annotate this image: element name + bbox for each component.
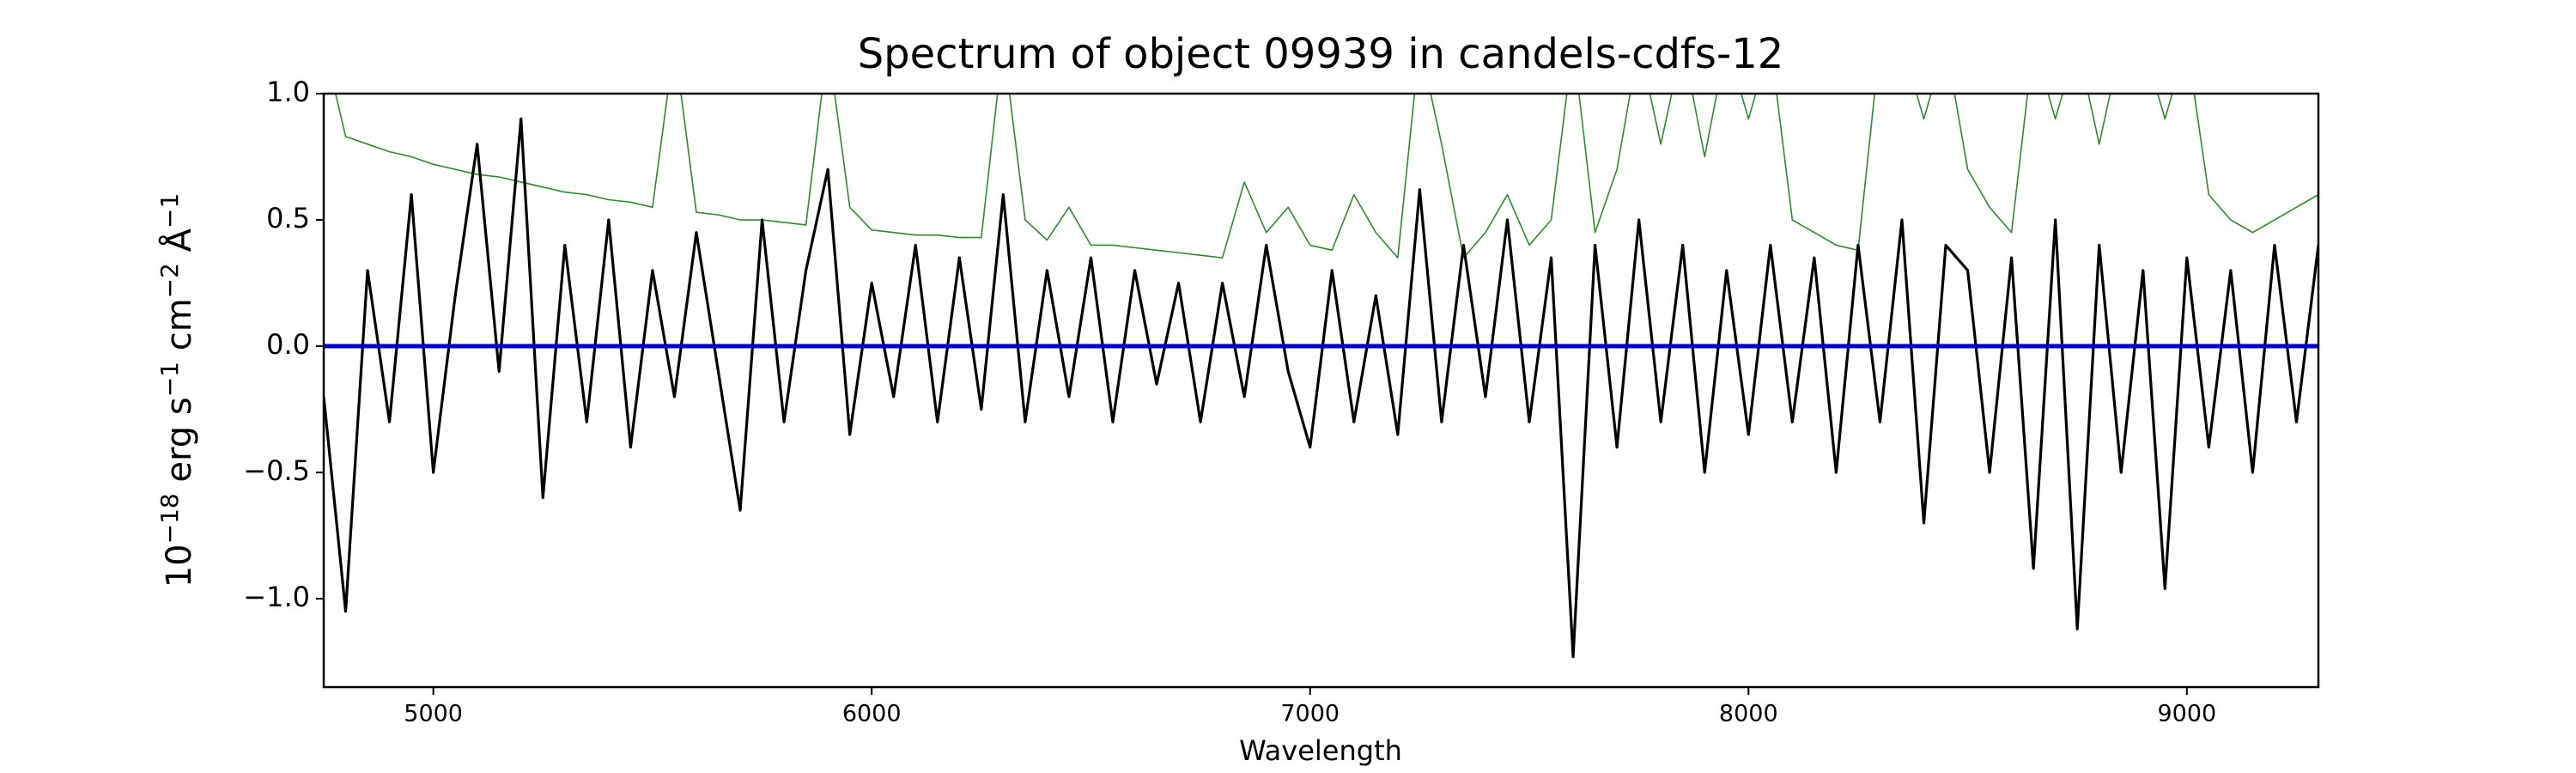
x-axis-label: Wavelength bbox=[1239, 734, 1402, 767]
y-axis-label-part: erg s bbox=[160, 397, 199, 493]
plot-area bbox=[324, 94, 2318, 659]
spectrum-line bbox=[324, 117, 2318, 659]
y-tick-label: 0.5 bbox=[266, 202, 310, 234]
x-tick-label: 7000 bbox=[1280, 701, 1340, 727]
y-axis-label: 10−18 erg s−1 cm−2 Å−1 bbox=[155, 193, 199, 588]
y-tick-label: 1.0 bbox=[266, 76, 310, 108]
y-tick-label: 0.0 bbox=[266, 328, 310, 361]
y-axis-label-part: cm bbox=[160, 298, 199, 362]
y-axis-label-part: Å bbox=[158, 228, 199, 263]
y-axis-label-part: −1 bbox=[155, 193, 184, 228]
y-tick-label: −0.5 bbox=[243, 454, 310, 487]
x-tick-label: 9000 bbox=[2157, 701, 2216, 727]
y-tick-label: −1.0 bbox=[243, 581, 310, 613]
y-axis-label-part: −18 bbox=[155, 493, 184, 544]
x-tick-label: 5000 bbox=[404, 701, 463, 727]
y-axis-label-part: 10 bbox=[160, 544, 199, 587]
chart-title: Spectrum of object 09939 in candels-cdfs… bbox=[858, 30, 1784, 78]
x-tick-label: 8000 bbox=[1719, 701, 1778, 727]
spectrum-line bbox=[334, 94, 2318, 259]
y-axis-label-part: −2 bbox=[155, 263, 184, 298]
plot-frame bbox=[322, 92, 2320, 689]
y-axis-label-part: −1 bbox=[155, 362, 184, 397]
x-tick-label: 6000 bbox=[842, 701, 902, 727]
